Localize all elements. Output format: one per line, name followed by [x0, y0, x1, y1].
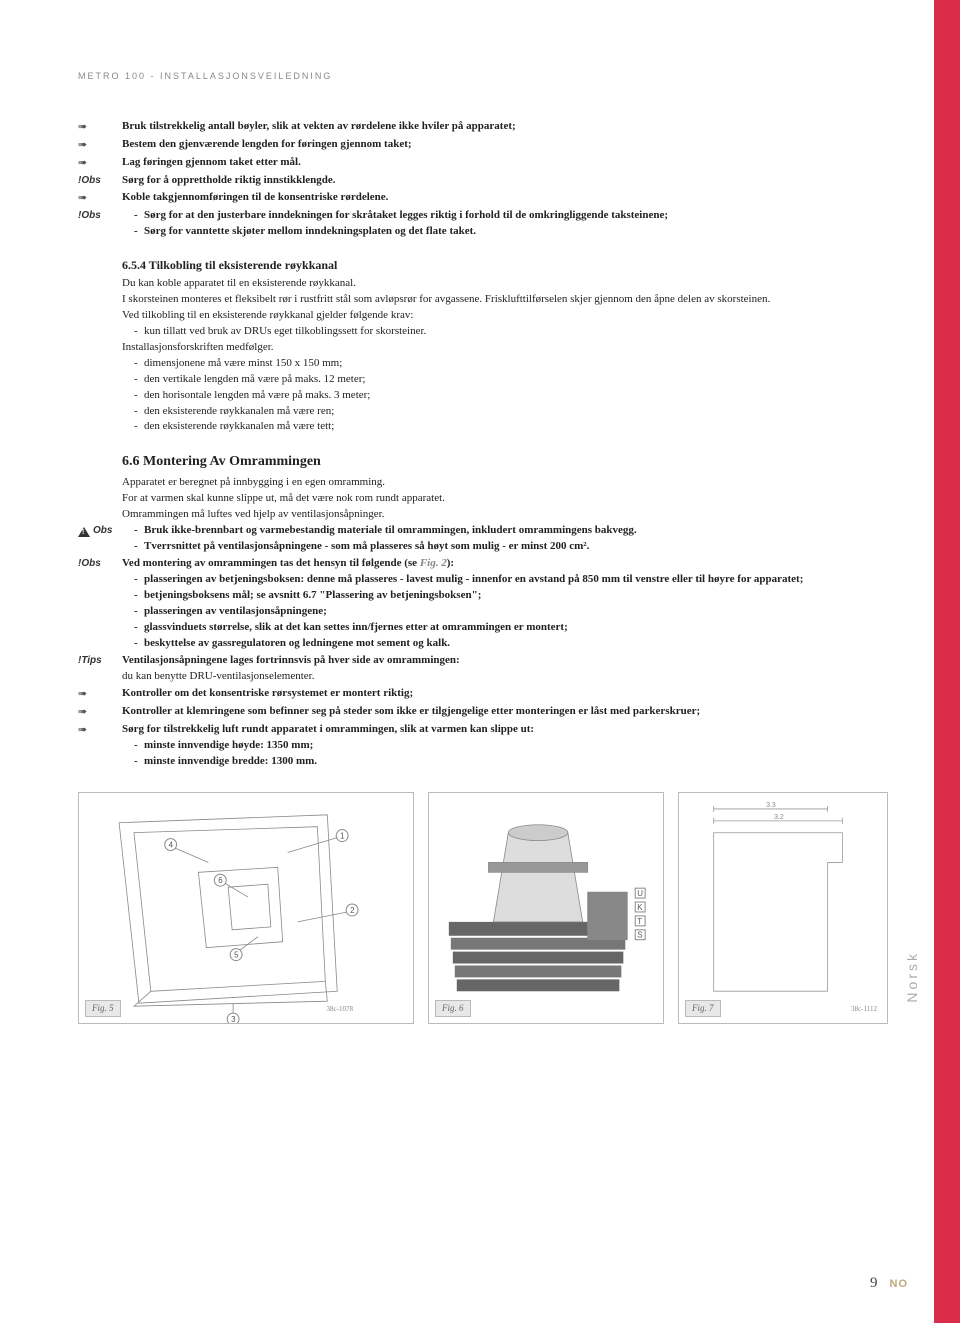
language-side-label: Norsk — [902, 951, 922, 1003]
page-number: 9 — [870, 1273, 878, 1295]
figure-5: 1 2 3 4 5 6 38c-1078 Fig. 5 — [78, 792, 414, 1024]
obs-row: !Obs Ved montering av omrammingen tas de… — [78, 556, 912, 652]
instruction-row: Koble takgjennomføringen til de konsentr… — [78, 190, 912, 207]
tips-text: Ventilasjonsåpningene lages fortrinnsvis… — [122, 653, 912, 669]
instruction-text: Bestem den gjenværende lengden for førin… — [122, 137, 912, 153]
paragraph: For at varmen skal kunne slippe ut, må d… — [122, 491, 912, 507]
figure-code: 38c-1112 — [851, 1004, 877, 1014]
instruction-row: Bestem den gjenværende lengden for førin… — [78, 137, 912, 154]
obs-row: !Obs Sørg for å opprettholde riktig inns… — [78, 173, 912, 189]
svg-text:S: S — [637, 930, 642, 939]
paragraph: Installasjonsforskriften medfølger. — [122, 340, 912, 356]
obs-text: Sørg for å opprettholde riktig innstikkl… — [122, 173, 912, 189]
svg-text:3.2: 3.2 — [774, 813, 784, 820]
figure-5-drawing: 1 2 3 4 5 6 — [79, 793, 413, 1023]
list-item: den vertikale lengden må være på maks. 1… — [144, 372, 365, 388]
obs-item: beskyttelse av gassregulatoren og lednin… — [144, 636, 450, 652]
svg-text:2: 2 — [350, 906, 354, 915]
section-66: 6.6 Montering Av Omrammingen Apparatet e… — [78, 452, 912, 522]
svg-text:3: 3 — [231, 1015, 236, 1023]
arrow-icon — [78, 704, 122, 721]
obs-item: Sørg for vanntette skjøter mellom inndek… — [144, 224, 476, 240]
svg-text:T: T — [637, 916, 642, 925]
instruction-row: Kontroller om det konsentriske rørsystem… — [78, 686, 912, 703]
figure-label: Fig. 5 — [85, 1000, 121, 1017]
figure-6: U K T S Fig. 6 — [428, 792, 664, 1024]
paragraph: Apparatet er beregnet på innbygging i en… — [122, 475, 912, 491]
warning-item: Bruk ikke-brennbart og varmebestandig ma… — [144, 523, 637, 539]
paragraph: Omrammingen må luftes ved hjelp av venti… — [122, 507, 912, 523]
instruction-text: Bruk tilstrekkelig antall bøyler, slik a… — [122, 119, 912, 135]
figure-7-drawing: 3.2 3.3 — [679, 793, 887, 1023]
tips-marker: !Tips — [78, 653, 122, 669]
obs-item: betjeningsboksens mål; se avsnitt 6.7 "P… — [144, 588, 481, 604]
obs-intro: Ved montering av omrammingen tas det hen… — [122, 557, 420, 569]
tips-sub: du kan benytte DRU-ventilasjonselementer… — [122, 669, 912, 685]
arrow-icon — [78, 137, 122, 154]
obs-item: Sørg for at den justerbare inndekningen … — [144, 208, 668, 224]
list-item: den eksisterende røykkanalen må være tet… — [144, 419, 334, 435]
page-footer: 9 NO — [870, 1273, 908, 1295]
svg-text:U: U — [637, 889, 643, 898]
figure-label: Fig. 6 — [435, 1000, 471, 1017]
obs-marker: !Obs — [78, 173, 122, 189]
paragraph: Ved tilkobling til en eksisterende røykk… — [122, 308, 912, 324]
language-badge: NO — [890, 1277, 909, 1293]
list-item: dimensjonene må være minst 150 x 150 mm; — [144, 356, 342, 372]
warning-row: Obs Bruk ikke-brennbart og varmebestandi… — [78, 523, 912, 555]
figure-code: 38c-1078 — [327, 1004, 353, 1014]
obs-list: Sørg for at den justerbare inndekningen … — [122, 208, 912, 240]
arrow-icon — [78, 155, 122, 172]
heading: 6.6 Montering Av Omrammingen — [122, 452, 912, 472]
arrow-icon — [78, 190, 122, 207]
instruction-row: Kontroller at klemringene som befinner s… — [78, 704, 912, 721]
svg-text:1: 1 — [340, 831, 345, 840]
page: METRO 100 - INSTALLASJONSVEILEDNING Bruk… — [0, 0, 960, 1323]
instruction-text: Koble takgjennomføringen til de konsentr… — [122, 190, 912, 206]
warning-triangle-icon — [78, 527, 90, 537]
paragraph: Du kan koble apparatet til en eksisteren… — [122, 276, 912, 292]
tips-row: !Tips Ventilasjonsåpningene lages fortri… — [78, 653, 912, 685]
accent-bar — [934, 0, 960, 1323]
instruction-row: Sørg for tilstrekkelig luft rundt appara… — [78, 722, 912, 770]
list-item: den eksisterende røykkanalen må være ren… — [144, 404, 334, 420]
fig-ref: Fig. 2 — [420, 557, 447, 569]
obs-intro-tail: ): — [447, 557, 454, 569]
page-header: METRO 100 - INSTALLASJONSVEILEDNING — [78, 70, 912, 83]
svg-text:K: K — [637, 903, 643, 912]
obs-marker: !Obs — [78, 556, 122, 572]
list-item: minste innvendige bredde: 1300 mm. — [144, 754, 317, 770]
list-item: den horisontale lengden må være på maks.… — [144, 388, 370, 404]
instruction-text: Kontroller om det konsentriske rørsystem… — [122, 686, 912, 702]
obs-item: glassvinduets størrelse, slik at det kan… — [144, 620, 568, 636]
instruction-text: Kontroller at klemringene som befinner s… — [122, 704, 912, 720]
list-item: minste innvendige høyde: 1350 mm; — [144, 738, 313, 754]
obs-item: plasseringen av ventilasjonsåpningene; — [144, 604, 327, 620]
subheading: 6.5.4 Tilkobling til eksisterende røykka… — [122, 257, 912, 274]
figure-label: Fig. 7 — [685, 1000, 721, 1017]
section-654: 6.5.4 Tilkobling til eksisterende røykka… — [78, 257, 912, 436]
figure-6-drawing: U K T S — [429, 793, 663, 1023]
instruction-row: Lag føringen gjennom taket etter mål. — [78, 155, 912, 172]
figures-row: 1 2 3 4 5 6 38c-1078 Fig. 5 — [78, 792, 912, 1024]
figure-7: 3.2 3.3 38c-1112 Fig. 7 — [678, 792, 888, 1024]
svg-text:3.3: 3.3 — [766, 802, 776, 809]
obs-item: plasseringen av betjeningsboksen: denne … — [144, 572, 803, 588]
list-item: kun tillatt ved bruk av DRUs eget tilkob… — [144, 324, 426, 340]
arrow-icon — [78, 119, 122, 136]
svg-text:5: 5 — [234, 950, 239, 959]
instruction-row: Bruk tilstrekkelig antall bøyler, slik a… — [78, 119, 912, 136]
svg-text:4: 4 — [169, 840, 174, 849]
arrow-icon — [78, 686, 122, 703]
obs-row: !Obs Sørg for at den justerbare inndekni… — [78, 208, 912, 240]
instruction-text: Sørg for tilstrekkelig luft rundt appara… — [122, 722, 912, 738]
warning-marker: Obs — [78, 523, 122, 539]
arrow-icon — [78, 722, 122, 739]
warning-label: Obs — [93, 524, 112, 539]
obs-marker: !Obs — [78, 208, 122, 224]
warning-item: Tverrsnittet på ventilasjonsåpningene - … — [144, 539, 589, 555]
instruction-text: Lag føringen gjennom taket etter mål. — [122, 155, 912, 171]
svg-text:6: 6 — [218, 876, 223, 885]
paragraph: I skorsteinen monteres et fleksibelt rør… — [122, 292, 912, 308]
